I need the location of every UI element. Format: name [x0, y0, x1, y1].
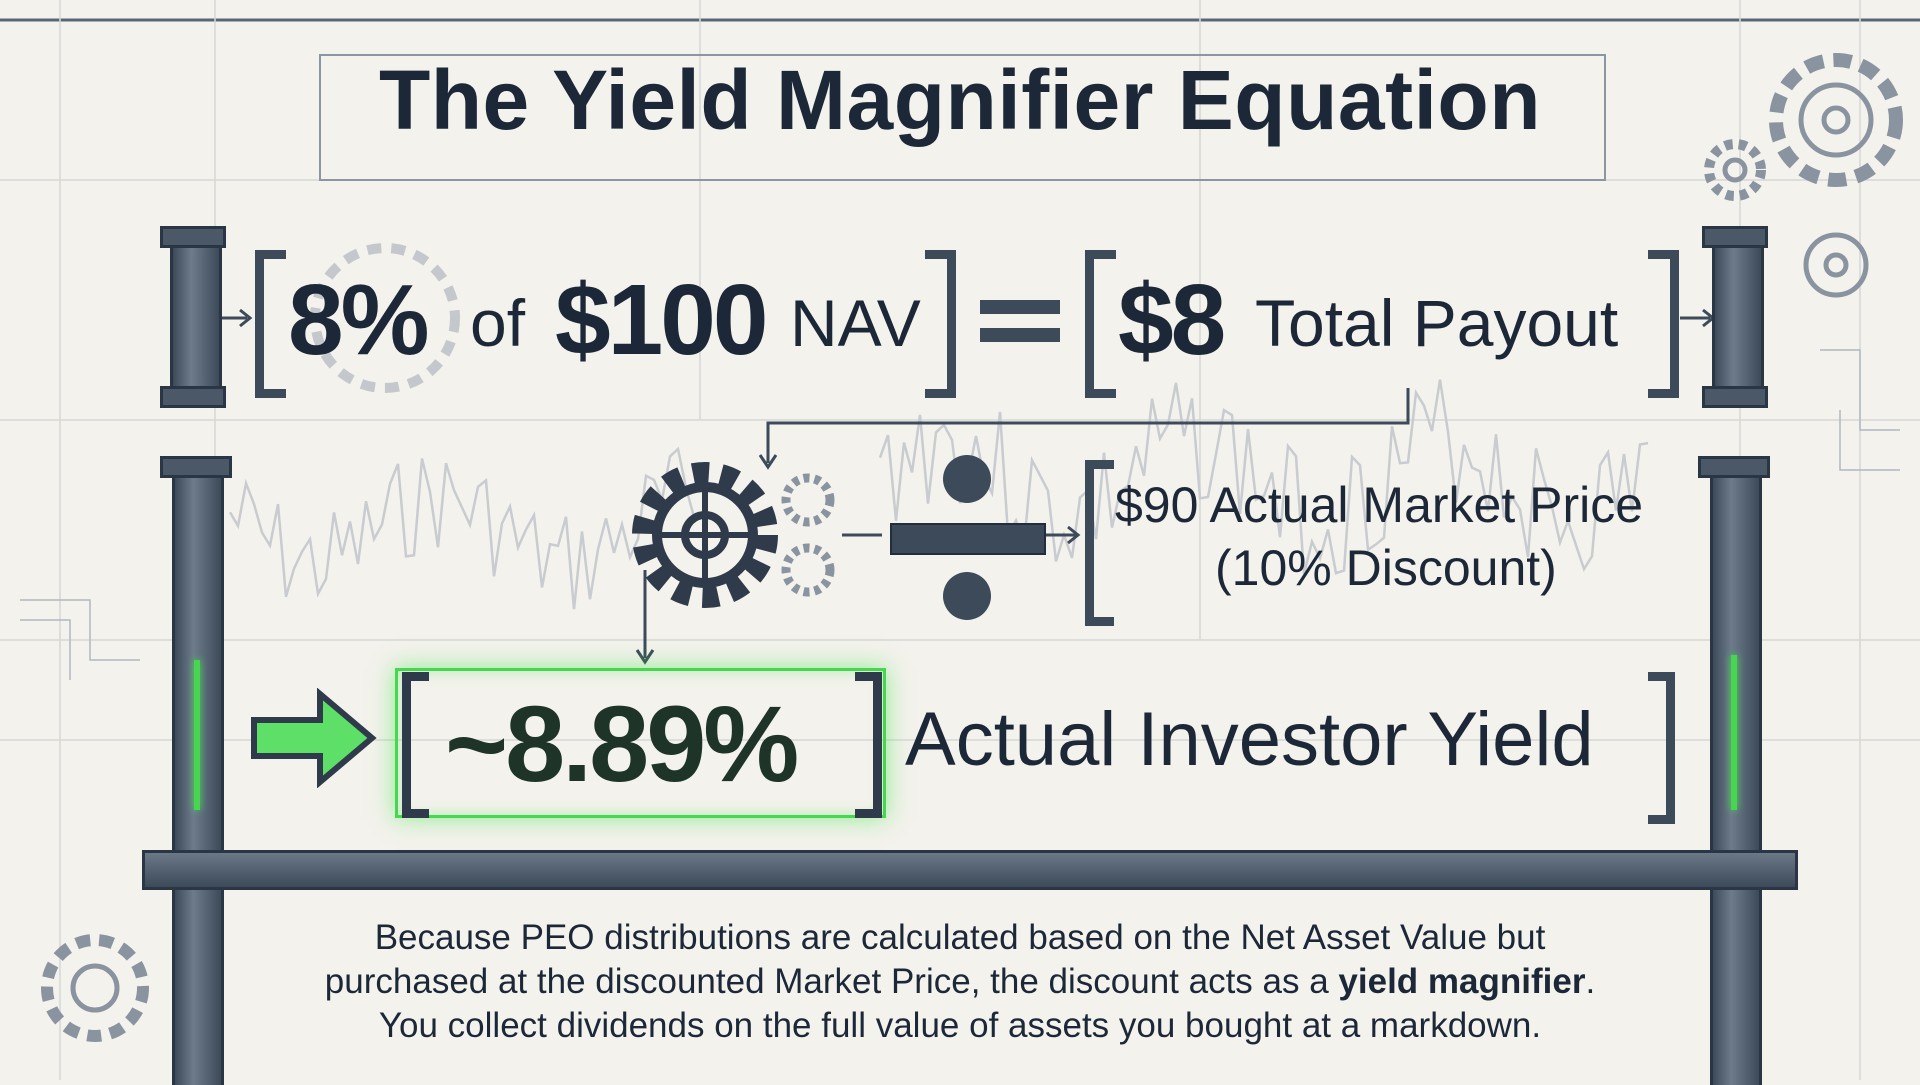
yield-magnifier-emphasis: yield magnifier [1338, 962, 1586, 1001]
pillar-column [1712, 232, 1764, 397]
bracket [1085, 460, 1114, 626]
pillar-base [1702, 386, 1768, 408]
nav-amount: $100 [555, 264, 768, 376]
gear-icon [41, 53, 1903, 1042]
market-price: $90 Actual Market Price [1115, 480, 1643, 530]
pillar-cap [160, 226, 226, 248]
pillar-cap [160, 456, 232, 478]
divide-icon [943, 455, 991, 503]
explanation-line: You collect dividends on the full value … [378, 1006, 1542, 1045]
payout-label: Total Payout [1255, 286, 1619, 360]
explanation-text: Because PEO distributions are calculated… [230, 916, 1690, 1048]
bracket [402, 672, 429, 818]
divide-icon [890, 523, 1046, 555]
gear-icon [632, 462, 835, 608]
divide-icon [943, 572, 991, 620]
bracket [1648, 672, 1675, 824]
of-label: of [470, 286, 526, 360]
rate-value: 8% [288, 264, 430, 376]
bracket [1085, 250, 1116, 398]
discount-line: (10% Discount) [1215, 540, 1557, 596]
explanation-text-part: . [1585, 962, 1596, 1001]
nav-label: NAV [790, 286, 921, 360]
pillar-cap [1702, 226, 1768, 248]
bracket [855, 672, 882, 818]
yield-highlight-box [395, 668, 886, 818]
explanation-text-part: purchased at the discounted Market Price… [324, 962, 1339, 1001]
bracket [925, 250, 956, 398]
pillar-base [160, 386, 226, 408]
pillar-column [170, 232, 222, 397]
pillar-cap [1698, 456, 1770, 478]
explanation-line: Because PEO distributions are calculated… [374, 918, 1546, 957]
pillar-glow [194, 660, 200, 810]
equals-icon [980, 300, 1060, 314]
page-title: The Yield Magnifier Equation [378, 53, 1542, 147]
horizontal-beam [142, 850, 1798, 890]
arrow-right-icon [251, 688, 377, 788]
bracket [255, 250, 286, 398]
bracket [1648, 250, 1679, 398]
yield-value: ~8.89% [445, 683, 799, 804]
explanation-line: purchased at the discounted Market Price… [230, 960, 1690, 1004]
payout-amount: $8 [1118, 264, 1226, 376]
market-price-line: $90 Actual Market Price [1115, 477, 1644, 533]
yield-label: Actual Investor Yield [905, 697, 1594, 782]
pillar-glow [1731, 655, 1737, 810]
